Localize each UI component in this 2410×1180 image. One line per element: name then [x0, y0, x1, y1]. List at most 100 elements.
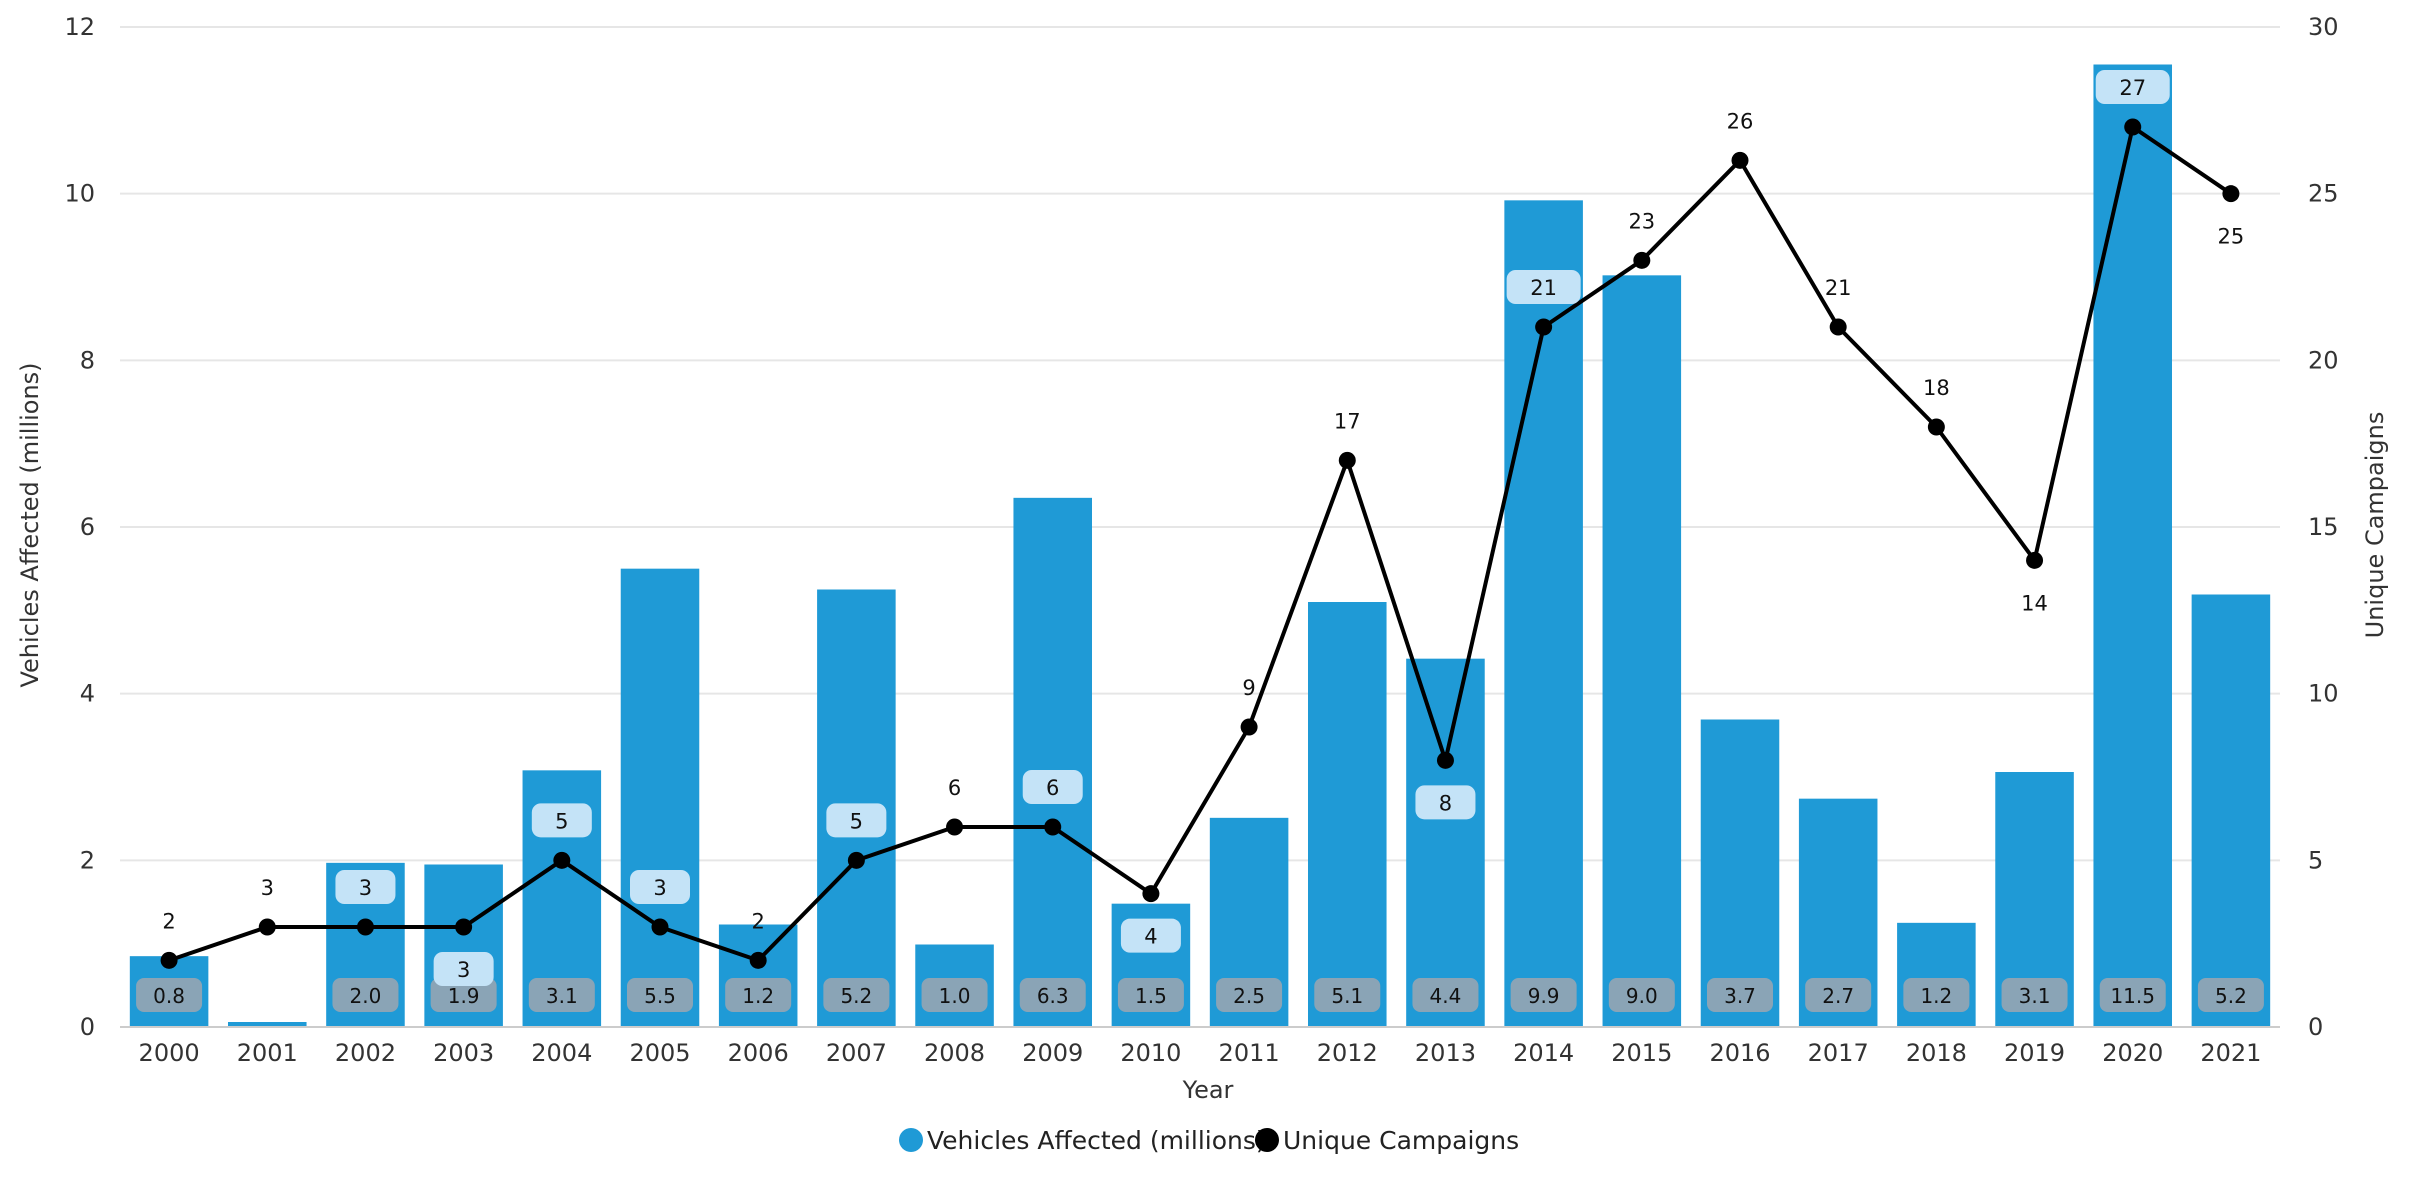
- campaign-point-2015[interactable]: [1633, 251, 1651, 269]
- line-label-box: [826, 803, 887, 838]
- legend-item-vehicles[interactable]: Vehicles Affected (millions): [899, 1126, 1266, 1155]
- line-value-label: 27: [2095, 70, 2170, 104]
- y2-tick-label: 0: [2308, 1013, 2323, 1041]
- bar-2015[interactable]: [1602, 275, 1682, 1027]
- x-tick-label: 2019: [2004, 1039, 2065, 1067]
- bar-label-box: [1707, 978, 1773, 1012]
- line-label-text: 5: [850, 809, 863, 833]
- campaign-point-2002[interactable]: [356, 918, 374, 936]
- bar-2016[interactable]: [1700, 719, 1780, 1028]
- x-tick-label: 2011: [1219, 1039, 1280, 1067]
- bar-2013[interactable]: [1406, 658, 1485, 1027]
- line-label-text: 8: [1439, 791, 1452, 815]
- campaign-point-2006[interactable]: [749, 951, 767, 969]
- bar-label-text: 6.3: [1037, 984, 1069, 1008]
- campaign-point-2001[interactable]: [258, 918, 276, 936]
- bar-2021[interactable]: [2191, 594, 2271, 1028]
- bar-2001[interactable]: [228, 1022, 307, 1027]
- campaign-point-2019[interactable]: [2026, 551, 2044, 569]
- x-tick-label: 2015: [1611, 1039, 1672, 1067]
- x-tick-label: 2012: [1317, 1039, 1378, 1067]
- campaign-point-2017[interactable]: [1829, 318, 1847, 336]
- y-tick-label: 0: [80, 1013, 95, 1041]
- campaign-point-2010[interactable]: [1142, 885, 1160, 903]
- x-tick-label: 2016: [1709, 1039, 1770, 1067]
- bar-value-labels: 0.8 2.0 1.9 3.1 5.5 1.2 5.2 1.0 6.3 1.5 2.5 5.1 4.4 9…: [136, 978, 2264, 1012]
- bar-series: [129, 64, 2271, 1028]
- campaign-point-2016[interactable]: [1731, 151, 1749, 169]
- campaign-point-2008[interactable]: [946, 818, 964, 836]
- campaign-point-2009[interactable]: [1044, 818, 1062, 836]
- bar-label-box: [2001, 978, 2068, 1012]
- bar-label-text: 4.4: [1430, 984, 1462, 1008]
- bar-value-label: 1.5: [1117, 978, 1184, 1012]
- x-tick-label: 2018: [1906, 1039, 1967, 1067]
- campaign-point-2007[interactable]: [847, 851, 865, 869]
- bar-label-box: [430, 978, 497, 1012]
- x-tick-label: 2003: [433, 1039, 494, 1067]
- bar-2014[interactable]: [1504, 200, 1583, 1028]
- campaign-point-2011[interactable]: [1240, 718, 1258, 736]
- line-label-text: 21: [1825, 276, 1852, 300]
- bar-label-text: 1.0: [939, 984, 971, 1008]
- line-label-text: 3: [457, 958, 470, 982]
- bar-label-box: [1903, 978, 1970, 1012]
- campaigns-line: [168, 125, 2233, 963]
- campaign-point-2012[interactable]: [1338, 451, 1356, 469]
- y2-tick-label: 5: [2308, 846, 2323, 874]
- x-tick-label: 2001: [237, 1039, 298, 1067]
- line-label-text: 6: [948, 776, 961, 800]
- bar-value-label: 9.9: [1510, 978, 1577, 1012]
- line-value-label: 26: [1727, 109, 1754, 133]
- campaign-point-2020[interactable]: [2124, 118, 2142, 136]
- bar-value-label: 2.5: [1216, 978, 1283, 1012]
- line-label-text: 5: [555, 809, 568, 833]
- campaign-point-2014[interactable]: [1535, 318, 1553, 336]
- line-label-box: [1415, 785, 1476, 820]
- bar-2012[interactable]: [1308, 602, 1387, 1027]
- bar-value-label: 0.8: [136, 978, 203, 1012]
- bar-label-text: 2.7: [1822, 984, 1854, 1008]
- line-label-text: 26: [1727, 109, 1754, 133]
- line-value-label: 14: [2021, 591, 2048, 615]
- bar-value-label: 4.4: [1412, 978, 1479, 1012]
- campaign-point-2021[interactable]: [2222, 185, 2240, 203]
- campaign-point-2005[interactable]: [651, 918, 669, 936]
- y-axis-title: Vehicles Affected (millions): [16, 362, 44, 687]
- bar-2005[interactable]: [620, 568, 700, 1027]
- line-value-label: 4: [1120, 918, 1181, 953]
- bar-value-label: 2.7: [1805, 978, 1872, 1012]
- bar-label-box: [2099, 978, 2166, 1012]
- bar-label-box: [1117, 978, 1184, 1012]
- x-tick-label: 2005: [629, 1039, 690, 1067]
- legend: Vehicles Affected (millions) Unique Camp…: [899, 1126, 1519, 1155]
- x-tick-label: 2021: [2200, 1039, 2261, 1067]
- y2-tick-label: 20: [2308, 346, 2339, 374]
- line-label-text: 18: [1923, 376, 1950, 400]
- x-tick-label: 2008: [924, 1039, 985, 1067]
- bar-label-text: 9.9: [1528, 984, 1560, 1008]
- x-tick-label: 2014: [1513, 1039, 1574, 1067]
- y-tick-label: 8: [80, 346, 95, 374]
- y-tick-label: 12: [64, 13, 95, 41]
- campaign-point-2000[interactable]: [160, 951, 178, 969]
- bar-value-label: 5.1: [1314, 978, 1381, 1012]
- campaign-point-2004[interactable]: [553, 851, 571, 869]
- bar-label-text: 1.5: [1135, 984, 1167, 1008]
- bar-label-box: [921, 978, 988, 1012]
- bar-value-label: 6.3: [1019, 978, 1086, 1012]
- legend-swatch-campaigns: [1255, 1128, 1279, 1152]
- legend-item-campaigns[interactable]: Unique Campaigns: [1255, 1126, 1519, 1155]
- campaign-point-2018[interactable]: [1927, 418, 1945, 436]
- bar-2009[interactable]: [1013, 497, 1092, 1027]
- line-value-label: 2: [162, 909, 175, 933]
- bar-2020[interactable]: [2093, 64, 2172, 1028]
- campaign-point-2013[interactable]: [1436, 751, 1454, 769]
- line-label-text: 2: [751, 909, 764, 933]
- campaign-point-2003[interactable]: [455, 918, 473, 936]
- bar-label-text: 1.2: [742, 984, 774, 1008]
- line-label-text: 6: [1046, 776, 1059, 800]
- line-label-text: 4: [1144, 925, 1157, 949]
